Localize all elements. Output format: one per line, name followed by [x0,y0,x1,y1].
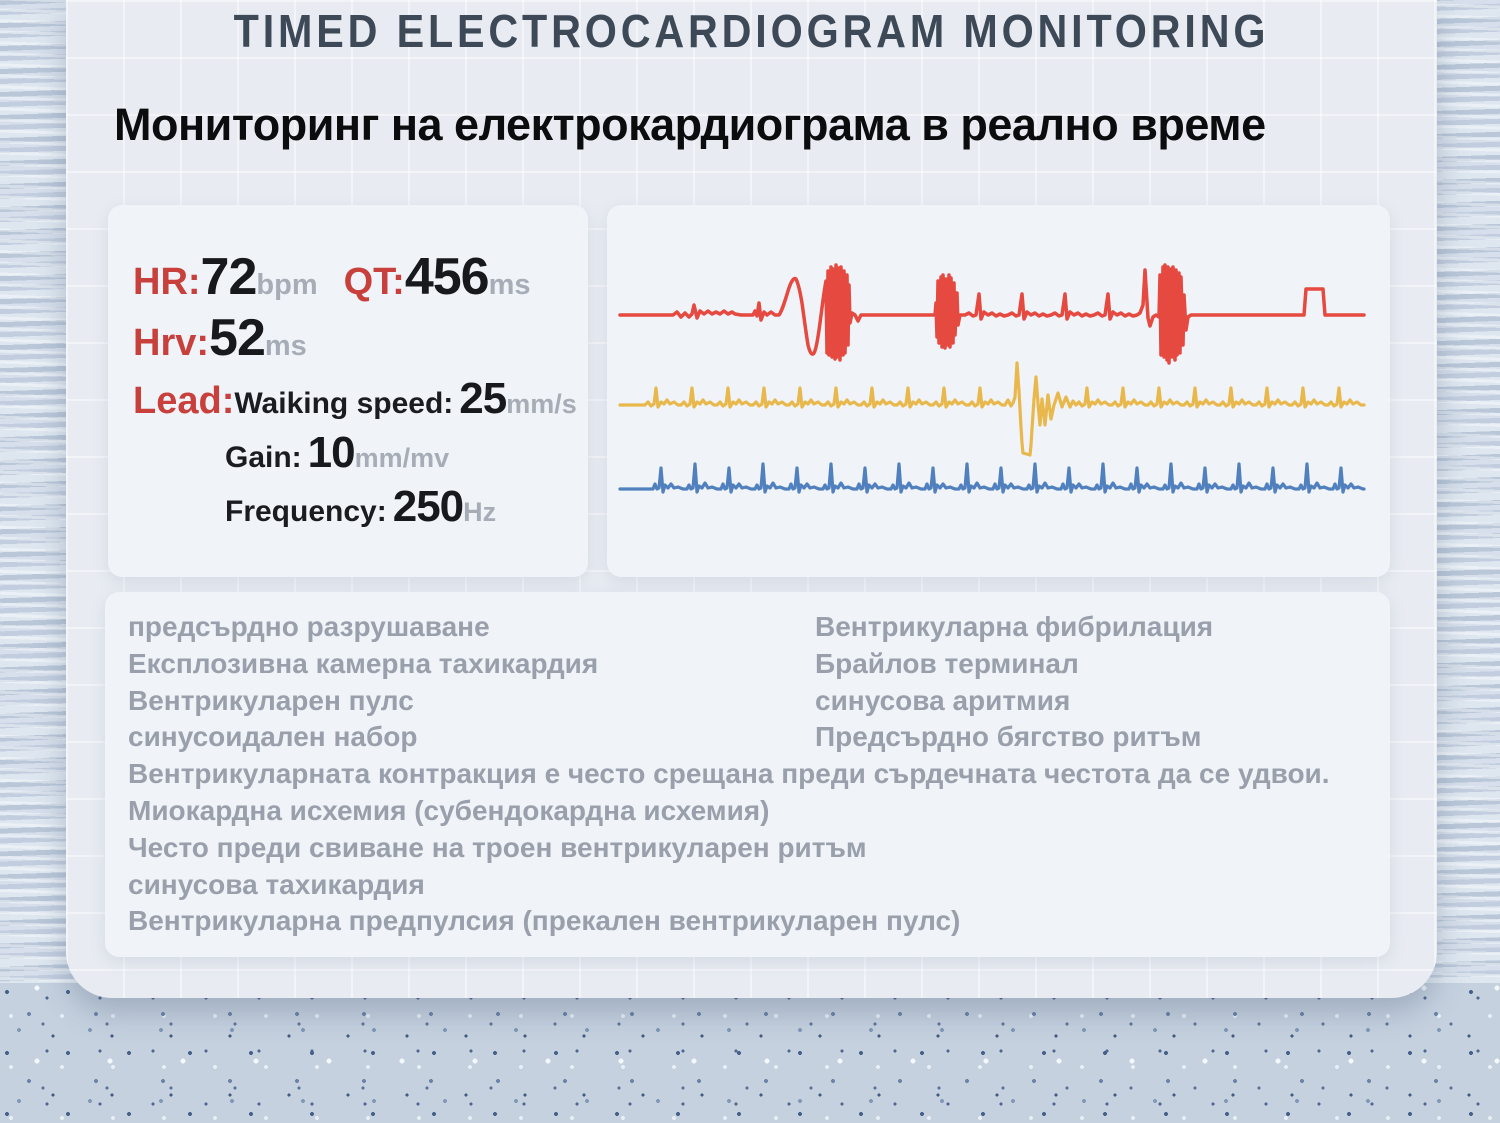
frequency-label: Frequency: [225,495,387,528]
list-item: Вентрикуларен пулс [128,684,414,716]
ecg-trace-yellow [618,361,1366,457]
lead-label: Lead: [133,380,235,422]
arrhythmia-list-card: предсърдно разрушаване Вентрикуларна фибр… [105,592,1390,957]
list-item: Предсърдно бягство ритъм [815,721,1202,753]
gain-unit: mm/mv [354,443,450,473]
hr-unit: bpm [256,269,318,301]
gain-value: 10 [307,428,356,477]
qt-label: QT: [343,261,405,303]
main-panel: TIMED ELECTROCARDIOGRAM MONITORING Монит… [66,0,1437,998]
list-item: синусоидален набор [128,721,418,753]
hrv-row: Hrv: 52 ms [133,312,588,365]
gain-row: Gain: 10 mm/mv [225,431,588,475]
list-row: Миокардна исхемия (субендокардна исхемия… [128,793,1366,830]
list-item: предсърдно разрушаване [128,611,490,642]
list-item: Вентрикуларна фибрилация [815,611,1214,642]
page-title-bg: Мониторинг на електрокардиограма в реалн… [114,99,1266,150]
list-item: Вентрикуларната контракция е често среща… [128,758,1330,790]
list-row: Вентрикуларната контракция е често среща… [128,756,1366,793]
lead-speed-row: Lead: Waiking speed: 25 mm/s [133,377,588,423]
list-row: предсърдно разрушаване Вентрикуларна фибр… [128,609,1366,646]
list-row: Вентрикуларна предпулсия (прекален вентр… [128,903,1366,940]
gain-label: Gain: [225,441,302,474]
walking-speed-value: 25 [459,374,507,423]
ecg-trace-blue [618,462,1366,494]
list-row: синусоидален набор Предсърдно бягство рит… [128,719,1366,756]
list-item: Вентрикуларна предпулсия (прекален вентр… [128,905,961,937]
walking-speed-unit: mm/s [506,389,577,419]
list-row: Вентрикуларен пулс синусова аритмия [128,683,1366,720]
list-item: Експлозивна камерна тахикардия [128,647,599,679]
hr-qt-row: HR: 72 bpm QT: 456 ms [133,251,588,304]
list-row: Често преди свиване на троен вентрикулар… [128,830,1366,867]
list-item: синусова аритмия [815,684,1071,716]
hr-label: HR: [133,261,201,303]
list-item: Брайлов терминал [815,647,1079,679]
hrv-value: 52 [209,309,266,367]
frequency-value: 250 [392,482,464,531]
ecg-trace-red [618,263,1366,365]
list-row: синусова тахикардия [128,867,1366,904]
hrv-label: Hrv: [133,322,210,364]
hrv-unit: ms [264,330,307,362]
frequency-unit: Hz [463,497,497,527]
qt-unit: ms [488,269,531,301]
qt-value: 456 [404,248,490,306]
list-item: Често преди свиване на троен вентрикулар… [128,831,867,863]
frequency-row: Frequency: 250 Hz [225,485,588,529]
walking-speed-label: Waiking speed: [234,387,454,420]
list-item: Миокардна исхемия (субендокардна исхемия… [128,794,770,826]
background-speckle-texture [0,983,1500,1123]
ecg-waveform-card [607,205,1390,577]
vitals-card: HR: 72 bpm QT: 456 ms Hrv: 52 ms Lead: Waiking s… [108,205,588,577]
list-item: синусова тахикардия [128,868,425,900]
ecg-waveform-plot [618,263,1366,494]
hr-value: 72 [200,248,258,306]
page-title-en: TIMED ELECTROCARDIOGRAM MONITORING [233,6,1270,58]
list-row: Експлозивна камерна тахикардия Брайлов те… [128,646,1366,683]
